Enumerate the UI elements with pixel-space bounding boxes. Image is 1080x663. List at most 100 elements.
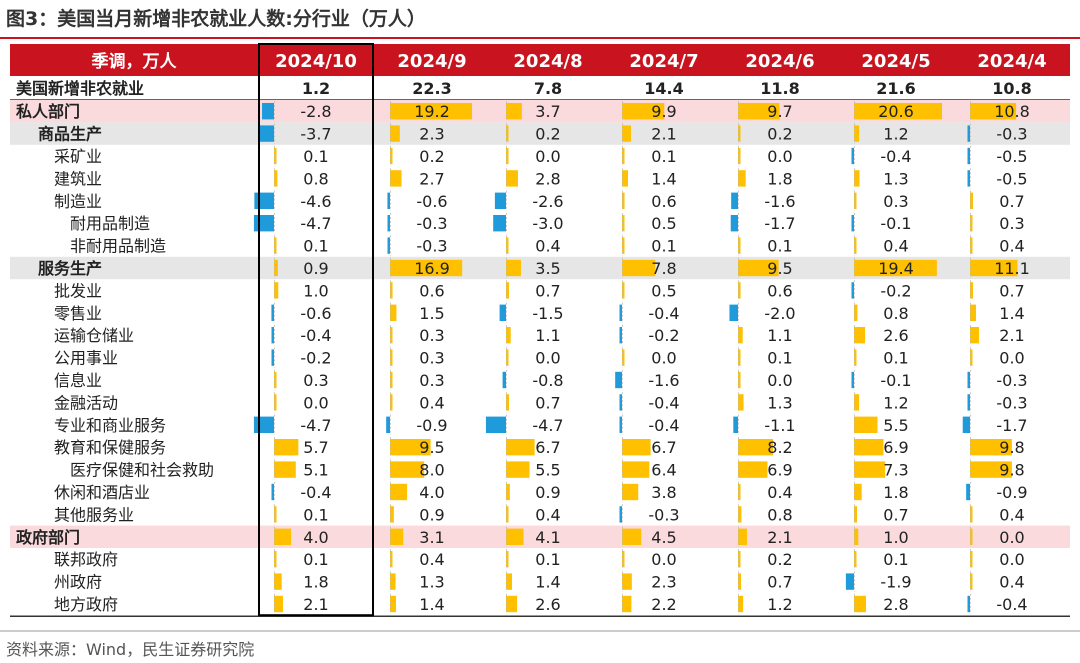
value-label: 0.7 <box>535 393 560 412</box>
value-label: 0.3 <box>303 371 328 390</box>
value-bar <box>970 103 1017 120</box>
row-label: 州政府 <box>54 573 102 592</box>
figure-title: 图3：美国当月新增非农就业人数:分行业（万人） <box>6 8 426 30</box>
value-label: 0.1 <box>303 550 328 569</box>
value-label: 19.4 <box>878 259 914 278</box>
corner-label: 季调，万人 <box>92 51 178 72</box>
value-bar <box>506 506 509 523</box>
value-bar <box>967 170 970 187</box>
value-bar <box>970 506 973 523</box>
value-label: 0.3 <box>419 326 444 345</box>
value-label: 9.9 <box>651 102 676 121</box>
value-label: 1.2 <box>883 393 908 412</box>
value-label: 3.7 <box>535 102 560 121</box>
value-bar <box>274 237 277 254</box>
value-bar <box>622 439 651 456</box>
value-bar <box>615 371 622 389</box>
value-label: 1.1 <box>535 326 560 345</box>
value-label: 2.1 <box>651 125 676 144</box>
value-bar <box>970 327 979 344</box>
value-bar <box>970 528 973 545</box>
value-bar <box>622 103 665 120</box>
row-label: 批发业 <box>54 281 102 300</box>
value-label: 9.7 <box>767 102 792 121</box>
value-bar <box>506 595 518 613</box>
value-label: 19.2 <box>414 102 450 121</box>
highlight-column-box <box>258 43 374 617</box>
value-bar <box>274 259 278 277</box>
value-bar <box>854 125 860 142</box>
value-bar <box>506 259 521 277</box>
value-label: -4.7 <box>532 416 563 435</box>
row-label: 医疗保健和社会救助 <box>70 461 214 480</box>
value-label: 1.3 <box>767 393 792 412</box>
value-bar <box>506 237 509 254</box>
row-band <box>10 122 1070 145</box>
value-label: -0.4 <box>880 147 911 166</box>
value-label: 0.0 <box>999 550 1024 569</box>
value-label: 0.9 <box>419 505 444 524</box>
value-label: 16.9 <box>414 259 450 278</box>
value-label: 0.8 <box>303 169 328 188</box>
value-label: 2.8 <box>883 595 908 614</box>
value-bar <box>738 103 780 120</box>
value-label: 0.7 <box>999 192 1024 211</box>
value-bar <box>390 573 396 590</box>
value-bar <box>390 147 393 165</box>
value-label: 1.8 <box>303 573 328 592</box>
value-label: 1.8 <box>767 169 792 188</box>
value-bar <box>271 349 274 366</box>
row-label: 公用事业 <box>54 349 118 368</box>
value-label: -0.4 <box>300 483 331 502</box>
value-bar <box>390 439 431 456</box>
value-label: -0.4 <box>648 416 679 435</box>
value-bar <box>506 483 510 501</box>
value-bar <box>738 506 742 523</box>
value-label: 8.0 <box>419 461 444 480</box>
value-bar <box>387 237 390 254</box>
value-label: 1.0 <box>883 528 908 547</box>
row-label: 零售业 <box>54 304 102 323</box>
row-label: 商品生产 <box>38 125 102 144</box>
value-label: -0.1 <box>880 371 911 390</box>
value-label: -2.8 <box>300 102 331 121</box>
value-label: 4.0 <box>419 483 444 502</box>
row-label: 教育和保健服务 <box>54 438 166 457</box>
value-bar <box>622 551 625 568</box>
value-label: 9.8 <box>999 461 1024 480</box>
value-label: 0.0 <box>535 349 560 368</box>
value-bar <box>738 394 744 411</box>
value-label: 6.9 <box>883 438 908 457</box>
value-label: -2.0 <box>764 304 795 323</box>
value-bar <box>390 371 393 389</box>
column-header: 2024/4 <box>977 51 1046 72</box>
value-bar <box>854 483 862 501</box>
value-label: 7.8 <box>651 259 676 278</box>
row-label: 制造业 <box>54 192 102 211</box>
value-label: 1.3 <box>883 169 908 188</box>
value-label: 3.8 <box>651 483 676 502</box>
value-label: -3.7 <box>300 125 331 144</box>
value-label: 2.1 <box>999 326 1024 345</box>
value-label: 0.1 <box>303 505 328 524</box>
row-label: 运输仓储业 <box>54 326 134 345</box>
value-label: 1.1 <box>767 326 792 345</box>
value-label: 0.4 <box>999 573 1024 592</box>
value-bar <box>274 461 296 478</box>
value-label: 6.4 <box>651 461 676 480</box>
row-label: 地方政府 <box>54 595 118 614</box>
value-bar <box>274 371 277 389</box>
value-bar <box>730 215 738 232</box>
value-label: 1.8 <box>883 483 908 502</box>
value-label: -0.6 <box>416 192 447 211</box>
row-label: 金融活动 <box>54 393 118 412</box>
value-bar <box>506 125 509 142</box>
value-label: 0.0 <box>303 393 328 412</box>
value-label: 0.0 <box>999 528 1024 547</box>
value-bar <box>738 483 741 501</box>
value-bar <box>390 528 404 545</box>
value-label: -1.7 <box>996 416 1027 435</box>
value-label: 2.3 <box>651 573 676 592</box>
value-bar <box>619 304 622 321</box>
value-label: 6.9 <box>767 461 792 480</box>
